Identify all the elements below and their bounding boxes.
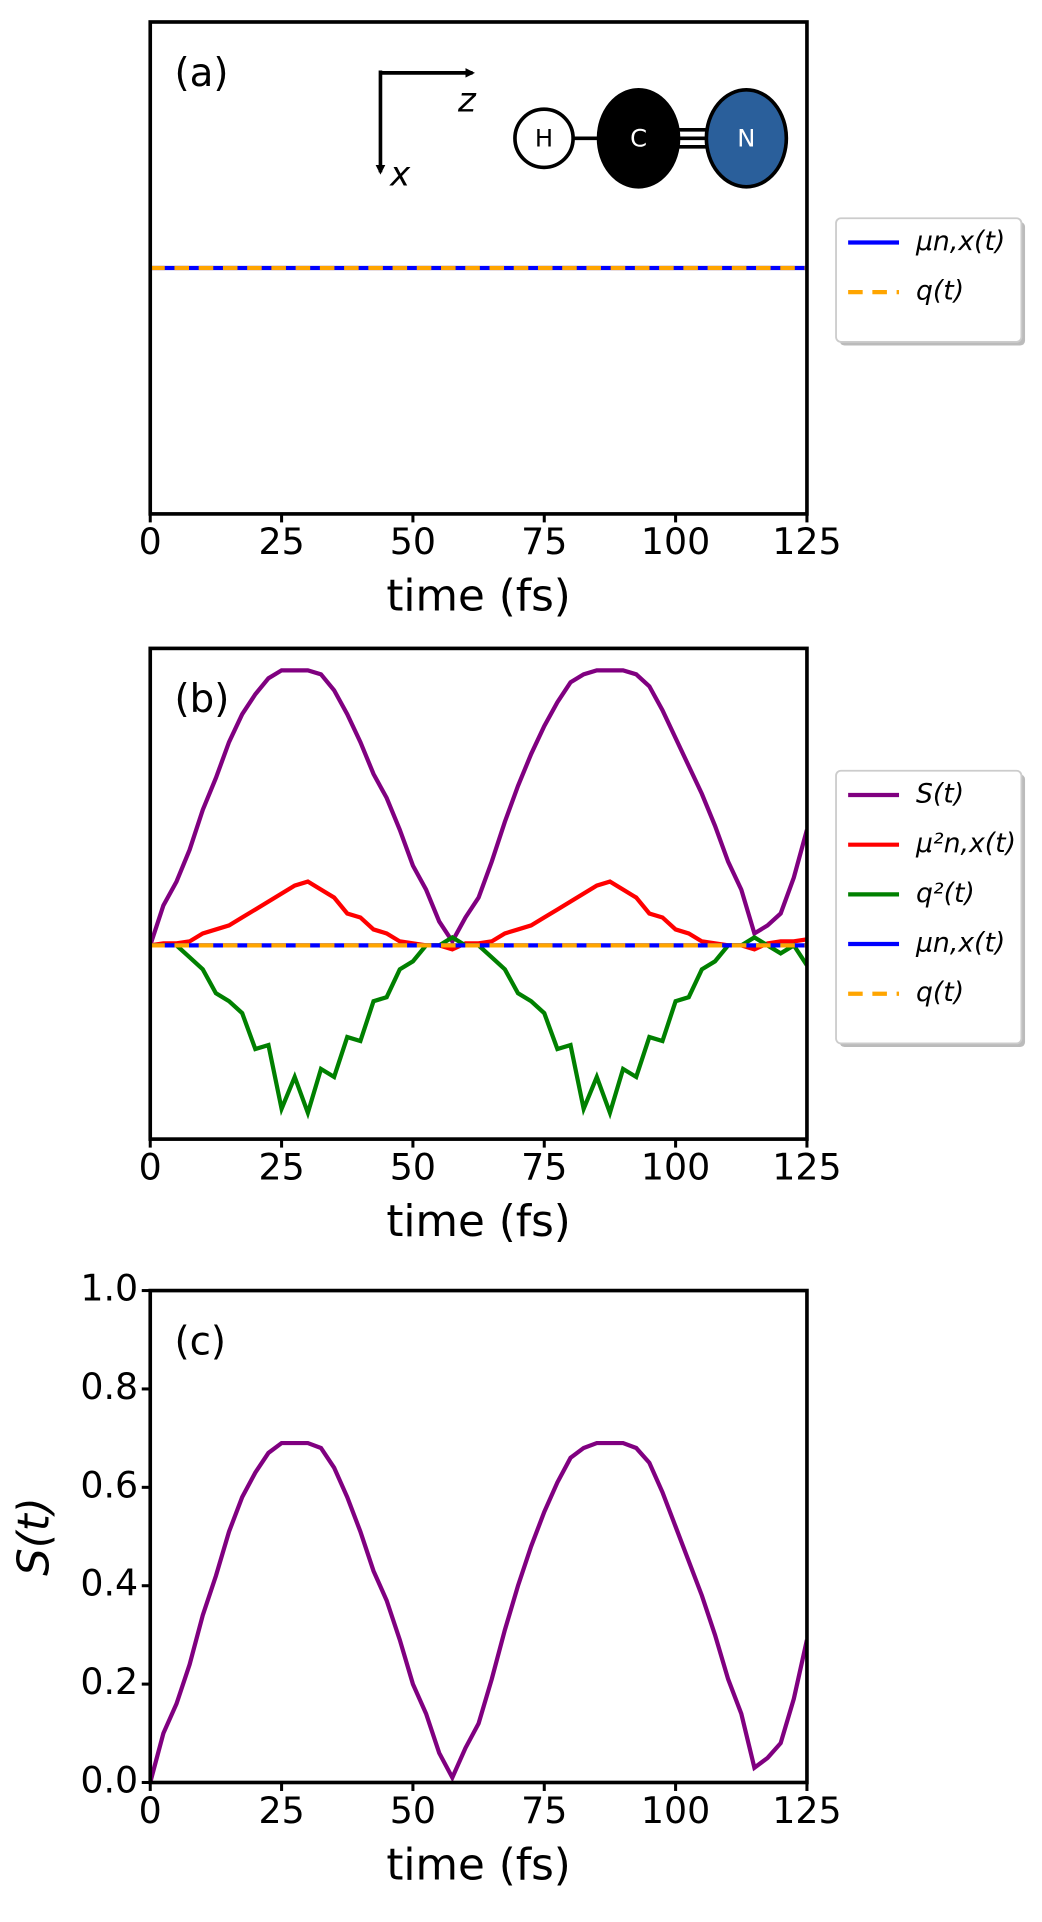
legend-label: μ²n,x(t): [915, 828, 1016, 859]
legend-label: q(t): [916, 977, 964, 1008]
y-axis-label: S(t): [9, 1497, 59, 1576]
y-tick-label: 0.2: [80, 1660, 138, 1703]
atom-label: H: [535, 125, 553, 153]
x-tick-label: 25: [258, 520, 304, 563]
x-label: x: [389, 154, 411, 193]
x-tick-label: 50: [390, 1789, 436, 1832]
x-tick-label: 50: [390, 520, 436, 563]
x-tick-label: 75: [521, 520, 567, 563]
x-tick-label: 25: [258, 1145, 304, 1188]
x-tick-label: 25: [258, 1789, 304, 1832]
y-tick-label: 0.6: [80, 1463, 138, 1506]
x-tick-label: 125: [772, 520, 841, 563]
y-tick-label: 1.0: [80, 1267, 138, 1310]
x-tick-label: 100: [641, 520, 710, 563]
panel-label: (b): [174, 677, 229, 722]
series-line: [150, 668, 807, 947]
z-label: z: [457, 80, 477, 119]
legend-label: S(t): [916, 779, 964, 810]
x-tick-label: 0: [139, 1145, 162, 1188]
atom-h: [513, 107, 575, 170]
x-tick-label: 125: [772, 1145, 841, 1188]
atom-n: [704, 88, 789, 189]
y-tick-label: 0.8: [80, 1365, 138, 1408]
atom-label: C: [630, 125, 647, 153]
legend-label: μn,x(t): [915, 928, 1005, 959]
panel-label: (a): [174, 51, 228, 96]
plot-frame: [148, 20, 809, 516]
legend-box: [835, 769, 1023, 1045]
plot-frame: [148, 646, 809, 1141]
x-axis-label: time (fs): [386, 1197, 571, 1247]
y-tick-label: 0.0: [80, 1758, 138, 1801]
x-tick-label: 100: [641, 1789, 710, 1832]
legend-label: q(t): [916, 276, 964, 307]
legend-label: q²(t): [916, 878, 975, 909]
atom-label: N: [737, 125, 755, 153]
x-tick-label: 125: [772, 1789, 841, 1832]
x-tick-label: 50: [390, 1145, 436, 1188]
panel-label: (c): [174, 1319, 226, 1364]
y-tick-label: 0.4: [80, 1562, 138, 1605]
series-line: [150, 934, 807, 1120]
series-line: [150, 1440, 807, 1783]
legend-label: μn,x(t): [915, 226, 1005, 257]
x-tick-label: 75: [521, 1789, 567, 1832]
x-tick-label: 0: [139, 520, 162, 563]
x-axis-label: time (fs): [386, 1840, 571, 1890]
x-axis-label: time (fs): [386, 572, 571, 622]
x-tick-label: 100: [641, 1145, 710, 1188]
x-tick-label: 75: [521, 1145, 567, 1188]
legend-box: [835, 217, 1023, 343]
x-tick-label: 0: [139, 1789, 162, 1832]
plot-frame: [148, 1288, 809, 1785]
atom-c: [596, 88, 681, 189]
